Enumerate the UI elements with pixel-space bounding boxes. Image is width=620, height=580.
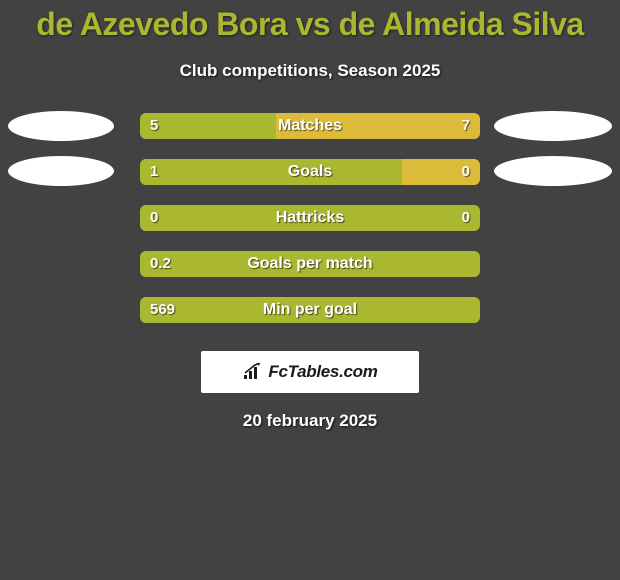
stat-row: 569Min per goal — [0, 297, 620, 343]
stat-label: Min per goal — [140, 297, 480, 323]
subtitle: Club competitions, Season 2025 — [0, 61, 620, 81]
chart-icon — [242, 363, 264, 381]
comparison-card: de Azevedo Bora vs de Almeida Silva Club… — [0, 0, 620, 431]
stat-row: 57Matches — [0, 113, 620, 159]
logo-text: FcTables.com — [268, 362, 377, 382]
page-title: de Azevedo Bora vs de Almeida Silva — [0, 0, 620, 43]
stat-row: 0.2Goals per match — [0, 251, 620, 297]
stat-label: Hattricks — [140, 205, 480, 231]
avatar-right — [494, 111, 612, 141]
logo-box[interactable]: FcTables.com — [201, 351, 419, 393]
stats-rows: 57Matches10Goals00Hattricks0.2Goals per … — [0, 113, 620, 343]
avatar-right — [494, 156, 612, 186]
stat-label: Matches — [140, 113, 480, 139]
avatar-left — [8, 111, 114, 141]
stat-row: 00Hattricks — [0, 205, 620, 251]
date-text: 20 february 2025 — [0, 411, 620, 431]
avatar-left — [8, 156, 114, 186]
stat-label: Goals — [140, 159, 480, 185]
stat-label: Goals per match — [140, 251, 480, 277]
stat-row: 10Goals — [0, 159, 620, 205]
